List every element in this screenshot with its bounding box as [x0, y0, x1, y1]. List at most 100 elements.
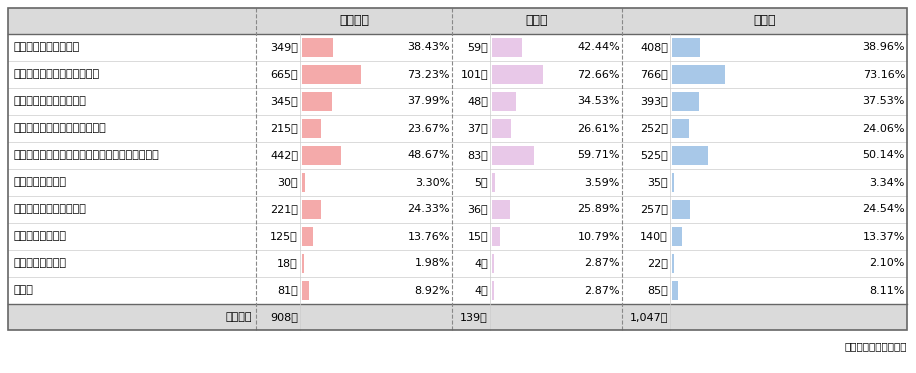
Bar	[8, 196, 907, 223]
Bar	[8, 223, 907, 250]
Text: 大企業: 大企業	[526, 15, 549, 28]
Bar	[8, 8, 256, 34]
Text: 口調が攻撃的・威圧的だった: 口調が攻撃的・威圧的だった	[14, 69, 100, 79]
Text: 1,047社: 1,047社	[629, 312, 668, 322]
Text: 125社: 125社	[270, 232, 298, 241]
Text: 8.11%: 8.11%	[869, 285, 905, 295]
Text: 35社: 35社	[648, 178, 668, 188]
Text: 139社: 139社	[460, 312, 488, 322]
Bar	[492, 173, 495, 192]
Bar	[492, 200, 510, 219]
Bar	[672, 254, 673, 273]
Bar	[452, 8, 622, 34]
Text: 2.87%: 2.87%	[584, 258, 620, 269]
Text: 全企業: 全企業	[753, 15, 776, 28]
Bar	[672, 92, 699, 111]
Text: 3.59%: 3.59%	[584, 178, 620, 188]
Text: 4社: 4社	[474, 285, 488, 295]
Text: 140社: 140社	[640, 232, 668, 241]
Text: 5社: 5社	[474, 178, 488, 188]
Bar	[492, 65, 543, 84]
Bar	[302, 254, 303, 273]
Text: 24.06%: 24.06%	[863, 123, 905, 134]
Text: 665社: 665社	[270, 69, 298, 79]
Bar	[8, 88, 907, 115]
Bar	[492, 38, 522, 57]
Text: 42.44%: 42.44%	[577, 43, 620, 53]
Text: 22社: 22社	[647, 258, 668, 269]
Text: 1.98%: 1.98%	[415, 258, 450, 269]
Text: 525社: 525社	[640, 150, 668, 160]
Text: 26.61%: 26.61%	[578, 123, 620, 134]
Text: その他: その他	[14, 285, 34, 295]
Bar	[8, 8, 907, 330]
Bar	[672, 119, 690, 138]
Text: 221社: 221社	[270, 204, 298, 214]
Bar	[8, 304, 907, 330]
Text: 59.71%: 59.71%	[577, 150, 620, 160]
Text: 215社: 215社	[270, 123, 298, 134]
Text: 908社: 908社	[270, 312, 298, 322]
Text: 38.96%: 38.96%	[863, 43, 905, 53]
Text: 大きな声を上げられた: 大きな声を上げられた	[14, 43, 81, 53]
Bar	[672, 173, 674, 192]
Bar	[302, 92, 333, 111]
Bar	[256, 8, 452, 34]
Text: 101社: 101社	[461, 69, 488, 79]
Text: 23.67%: 23.67%	[408, 123, 450, 134]
Text: 59社: 59社	[467, 43, 488, 53]
Bar	[302, 65, 361, 84]
Text: 37社: 37社	[467, 123, 488, 134]
Bar	[302, 200, 322, 219]
Text: 中小企業: 中小企業	[339, 15, 369, 28]
Text: 東京商工リサーチ調べ: 東京商工リサーチ調べ	[845, 341, 907, 351]
Text: 18社: 18社	[278, 258, 298, 269]
Text: 73.16%: 73.16%	[863, 69, 905, 79]
Bar	[492, 227, 499, 246]
Bar	[492, 254, 494, 273]
Bar	[302, 119, 321, 138]
Bar	[492, 119, 510, 138]
Text: 36社: 36社	[467, 204, 488, 214]
Text: 25.89%: 25.89%	[577, 204, 620, 214]
Bar	[672, 200, 690, 219]
Text: 暴力を振るわれた: 暴力を振るわれた	[14, 258, 67, 269]
Bar	[672, 65, 725, 84]
Bar	[8, 169, 907, 196]
Text: 金銭を要求された: 金銭を要求された	[14, 232, 67, 241]
Text: 393社: 393社	[640, 97, 668, 107]
Bar	[672, 38, 700, 57]
Text: 34.53%: 34.53%	[578, 97, 620, 107]
Text: 85社: 85社	[648, 285, 668, 295]
Text: 48社: 48社	[467, 97, 488, 107]
Bar	[302, 281, 309, 300]
Text: 長時間（期間）にわたって対応を余儀なくされた: 長時間（期間）にわたって対応を余儀なくされた	[14, 150, 159, 160]
Text: 48.67%: 48.67%	[408, 150, 450, 160]
Text: 4社: 4社	[474, 258, 488, 269]
Bar	[622, 8, 907, 34]
Text: 録画・録音された: 録画・録音された	[14, 178, 67, 188]
Text: 37.53%: 37.53%	[863, 97, 905, 107]
Text: 81社: 81社	[278, 285, 298, 295]
Text: 一方的に話し続けられた: 一方的に話し続けられた	[14, 97, 87, 107]
Text: 2.87%: 2.87%	[584, 285, 620, 295]
Text: 30社: 30社	[278, 178, 298, 188]
Text: 83社: 83社	[467, 150, 488, 160]
Text: 15社: 15社	[467, 232, 488, 241]
Bar	[672, 227, 682, 246]
Text: 過度に謝罪を要求された: 過度に謝罪を要求された	[14, 204, 87, 214]
Text: 13.76%: 13.76%	[408, 232, 450, 241]
Text: 8.92%: 8.92%	[414, 285, 450, 295]
Text: 408社: 408社	[640, 43, 668, 53]
Text: 37.99%: 37.99%	[408, 97, 450, 107]
Text: 13.37%: 13.37%	[863, 232, 905, 241]
Text: 257社: 257社	[640, 204, 668, 214]
Text: 24.54%: 24.54%	[862, 204, 905, 214]
Bar	[302, 173, 305, 192]
Text: 73.23%: 73.23%	[408, 69, 450, 79]
Text: 442社: 442社	[270, 150, 298, 160]
Bar	[492, 92, 517, 111]
Text: 回答社数: 回答社数	[225, 312, 252, 322]
Text: 349社: 349社	[270, 43, 298, 53]
Text: 72.66%: 72.66%	[577, 69, 620, 79]
